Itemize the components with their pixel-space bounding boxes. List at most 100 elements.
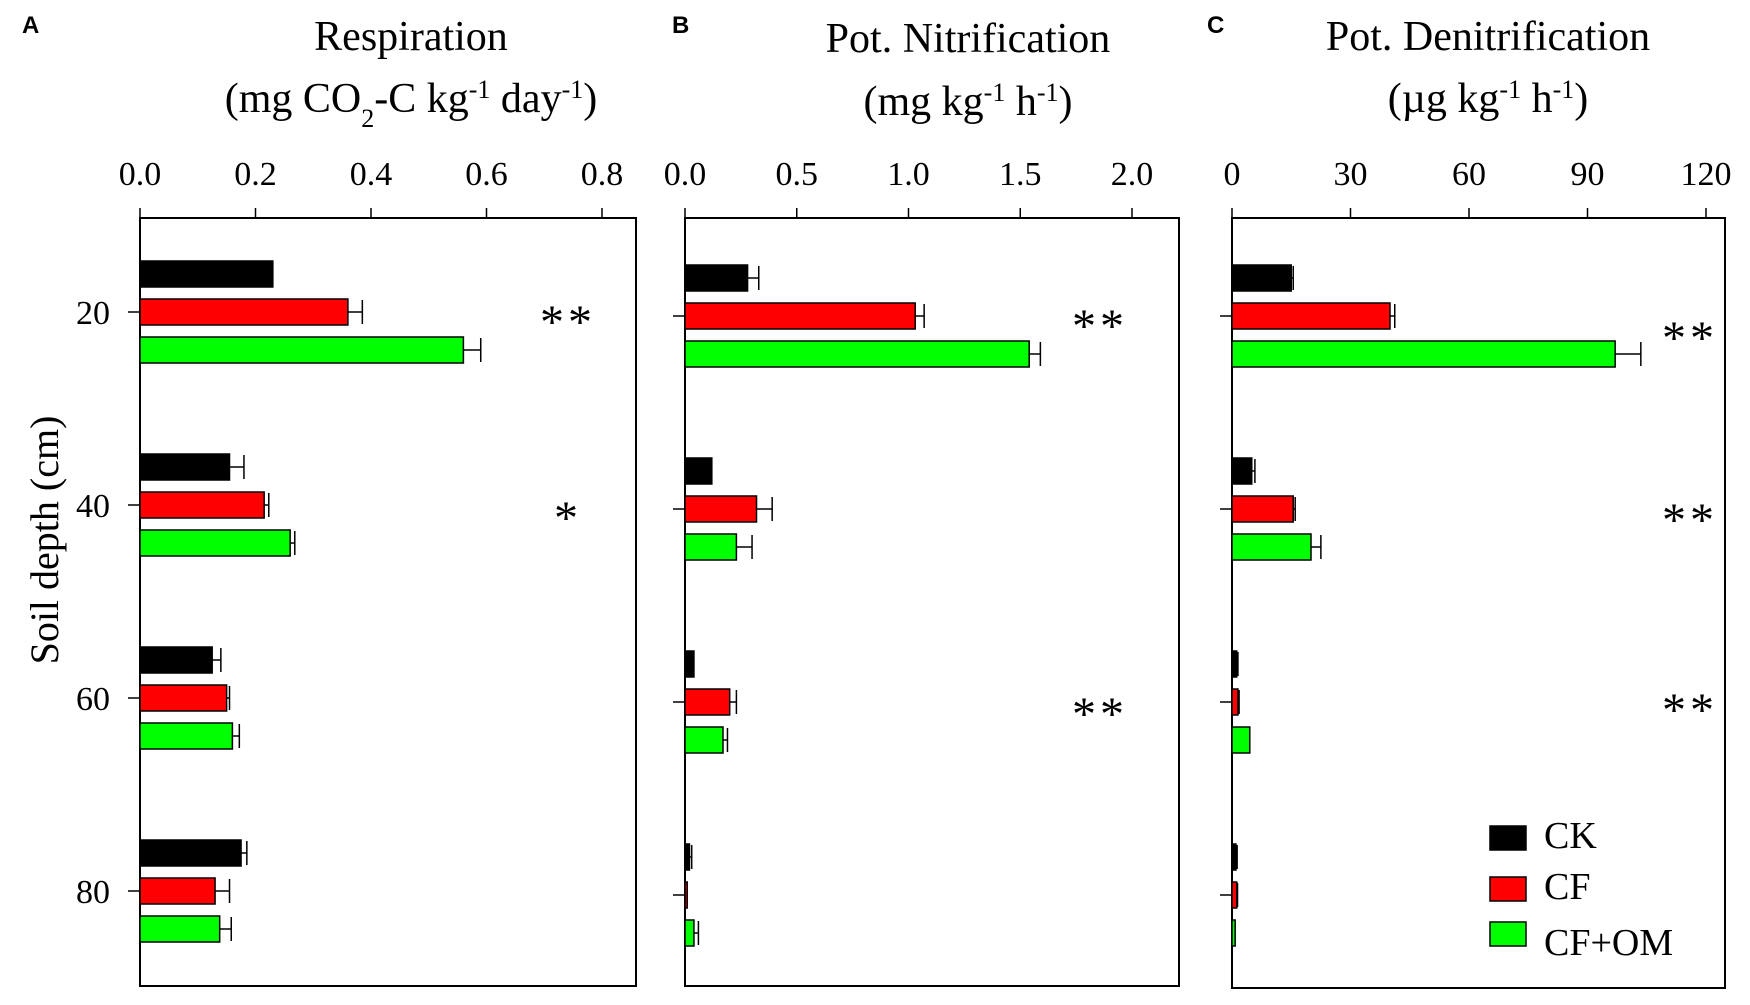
bar-cf-om (1231, 340, 1616, 368)
unit-part: -1 (1499, 75, 1521, 104)
bar-ck (1231, 264, 1292, 292)
bar-cf-om (684, 919, 695, 947)
x-tick-label: 0.8 (581, 156, 624, 193)
x-tick-label: 0.2 (234, 156, 277, 193)
bar-cf (684, 881, 688, 909)
x-tick-label: 30 (1334, 156, 1368, 193)
bar-cf-om (684, 726, 724, 754)
bar-ck (684, 264, 749, 292)
unit-part: (mg CO (225, 76, 362, 122)
panel-unit: (mg kg-1 h-1) (864, 78, 1073, 126)
significance-marker: ** (1662, 684, 1718, 737)
unit-part: day (490, 76, 561, 122)
panel-respiration: A Respiration (mg CO2-C kg-1 day-1) 0.0 0… (22, 12, 637, 987)
x-ticks: 0.0 0.5 1.0 1.5 2.0 (664, 156, 1154, 218)
legend-swatch-cfom (1489, 921, 1527, 947)
bars: ** ** (684, 264, 1128, 947)
bar-ck (684, 457, 713, 485)
x-tick-label: 2.0 (1111, 156, 1154, 193)
panel-unit: (µg kg-1 h-1) (1388, 75, 1589, 123)
significance-marker: ** (1072, 688, 1128, 741)
panel-unit: (mg CO2-C kg-1 day-1) (225, 75, 598, 133)
bar-cf (1231, 688, 1239, 716)
plot-frame (1231, 217, 1726, 989)
unit-part: -1 (562, 75, 584, 104)
significance-marker: ** (540, 296, 596, 349)
bar-ck (139, 839, 242, 867)
x-tick-label: 0.0 (119, 156, 162, 193)
y-axis-label: Soil depth (cm) (22, 416, 67, 665)
legend: CK CF CF+OM (1489, 815, 1673, 964)
depth-ticks: 20 40 60 80 (76, 295, 140, 911)
bar-cf (1231, 495, 1294, 523)
bar-ck (139, 453, 231, 481)
bar-ck (1231, 843, 1237, 871)
bar-ck (1231, 457, 1253, 485)
depth-tick-label: 20 (76, 295, 110, 332)
bar-cf-om (684, 340, 1030, 368)
bar-ck (684, 843, 691, 871)
depth-ticks (673, 315, 685, 896)
panel-title: Pot. Nitrification (826, 16, 1111, 62)
x-tick-label: 0.6 (465, 156, 508, 193)
legend-label-cf: CF (1544, 866, 1590, 908)
legend-label-ck: CK (1544, 815, 1597, 857)
x-tick-label: 120 (1681, 156, 1732, 193)
x-tick-label: 90 (1571, 156, 1605, 193)
depth-ticks (1220, 315, 1232, 896)
panel-letter: B (672, 12, 689, 39)
x-tick-label: 0.5 (776, 156, 819, 193)
x-tick-label: 1.5 (999, 156, 1042, 193)
depth-tick-label: 60 (76, 681, 110, 718)
bar-cf-om (1231, 919, 1236, 947)
bar-ck (139, 260, 274, 288)
bar-ck (1231, 650, 1238, 678)
depth-tick-label: 80 (76, 874, 110, 911)
unit-part: -1 (984, 78, 1006, 107)
significance-marker: * (554, 492, 582, 545)
legend-label-cfom: CF+OM (1544, 922, 1673, 964)
unit-part: -1 (469, 75, 491, 104)
significance-marker: ** (1662, 312, 1718, 365)
bar-cf (139, 877, 216, 905)
plot-frame (684, 217, 1180, 987)
unit-part: h (1521, 76, 1553, 122)
plot-frame (139, 217, 637, 987)
bar-cf (1231, 302, 1391, 330)
bar-cf (1231, 881, 1238, 909)
panel-letter: A (22, 12, 39, 39)
depth-tick-label: 40 (76, 488, 110, 525)
bar-cf-om (139, 722, 234, 750)
unit-part: ) (583, 76, 597, 122)
unit-part: -C kg (374, 76, 469, 122)
panel-title: Respiration (314, 14, 508, 60)
significance-marker: ** (1662, 494, 1718, 547)
bar-cf-om (1231, 726, 1251, 754)
x-tick-label: 0.4 (350, 156, 393, 193)
bar-cf (139, 684, 228, 712)
bar-cf (684, 302, 916, 330)
unit-part: ) (1574, 76, 1588, 122)
bar-cf-om (139, 529, 291, 557)
panel-letter: C (1207, 12, 1224, 39)
bars: ** ** ** (1231, 264, 1718, 947)
x-ticks: 0.0 0.2 0.4 0.6 0.8 (119, 156, 624, 218)
legend-swatch-cf (1489, 876, 1527, 902)
unit-part: (µg kg (1388, 76, 1500, 122)
x-tick-label: 1.0 (887, 156, 930, 193)
bars: *** (139, 260, 596, 943)
unit-part: -1 (1037, 78, 1059, 107)
panel-denitrification: C Pot. Denitrification (µg kg-1 h-1) 0 30… (1207, 12, 1732, 989)
unit-part: ) (1059, 79, 1073, 125)
bar-ck (684, 650, 695, 678)
x-ticks: 0 30 60 90 120 (1224, 156, 1732, 218)
x-tick-label: 60 (1452, 156, 1486, 193)
bar-cf (139, 491, 265, 519)
unit-part: h (1005, 79, 1037, 125)
bar-cf (684, 495, 758, 523)
x-tick-label: 0.0 (664, 156, 707, 193)
x-tick-label: 0 (1224, 156, 1241, 193)
significance-marker: ** (1072, 300, 1128, 353)
panel-nitrification: B Pot. Nitrification (mg kg-1 h-1) 0.0 0.… (664, 12, 1180, 987)
